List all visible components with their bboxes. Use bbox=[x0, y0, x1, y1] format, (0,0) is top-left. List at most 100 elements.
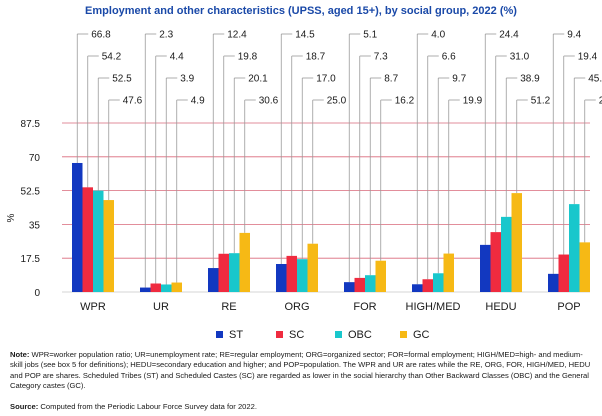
legend-label-st: ST bbox=[229, 329, 243, 341]
data-label: 9.7 bbox=[452, 74, 466, 85]
bar-sc bbox=[558, 254, 569, 292]
data-label: 9.4 bbox=[567, 30, 581, 41]
x-tick-label: ORG bbox=[284, 301, 309, 313]
bar-gc bbox=[511, 193, 522, 292]
bar-obc bbox=[365, 275, 376, 292]
bar-st bbox=[140, 287, 151, 292]
y-tick-label: 87.5 bbox=[21, 119, 41, 130]
data-label: 4.0 bbox=[431, 30, 445, 41]
bar-gc bbox=[103, 200, 114, 292]
data-label: 38.9 bbox=[520, 74, 540, 85]
x-tick-label: POP bbox=[557, 301, 580, 313]
y-tick-label: 0 bbox=[34, 288, 40, 299]
bar-sc bbox=[150, 283, 161, 292]
bar-gc bbox=[171, 282, 182, 292]
bar-sc bbox=[218, 253, 229, 292]
data-label: 4.9 bbox=[191, 96, 205, 107]
data-label: 45.5 bbox=[588, 74, 602, 85]
x-tick-labels: WPR UR RE ORG FOR HIGH/MED HEDU POP bbox=[80, 301, 580, 313]
bar-obc bbox=[569, 204, 580, 292]
data-label: 7.3 bbox=[374, 52, 388, 63]
data-label: 12.4 bbox=[227, 30, 247, 41]
bar-gc bbox=[375, 260, 386, 292]
data-label: 30.6 bbox=[259, 96, 279, 107]
bars bbox=[72, 162, 590, 292]
y-tick-labels: 0 17.5 35 52.5 70 87.5 bbox=[21, 119, 41, 299]
y-tick-label: 70 bbox=[29, 153, 41, 164]
bar-st bbox=[72, 162, 83, 292]
bar-st bbox=[412, 284, 423, 292]
data-label: 51.2 bbox=[531, 96, 551, 107]
x-tick-label: WPR bbox=[80, 301, 106, 313]
bar-sc bbox=[490, 232, 501, 292]
x-tick-label: HIGH/MED bbox=[406, 301, 461, 313]
data-label: 16.2 bbox=[395, 96, 415, 107]
data-label: 8.7 bbox=[384, 74, 398, 85]
note-label: Note: bbox=[10, 350, 30, 359]
y-axis-label: % bbox=[6, 213, 17, 222]
data-label: 54.2 bbox=[102, 52, 122, 63]
bar-st bbox=[208, 268, 219, 292]
bar-sc bbox=[82, 187, 93, 292]
bar-sc bbox=[354, 277, 365, 292]
data-label: 5.1 bbox=[363, 30, 377, 41]
x-tick-label: UR bbox=[153, 301, 169, 313]
data-label: 25.7 bbox=[599, 96, 602, 107]
data-label: 18.7 bbox=[306, 52, 326, 63]
data-label: 14.5 bbox=[295, 30, 315, 41]
data-label: 19.8 bbox=[238, 52, 258, 63]
bar-st bbox=[344, 282, 355, 292]
data-label: 52.5 bbox=[112, 74, 132, 85]
bar-gc bbox=[307, 243, 318, 292]
bar-obc bbox=[433, 273, 444, 292]
bar-obc bbox=[297, 259, 308, 292]
bar-sc bbox=[286, 255, 297, 292]
bar-gc bbox=[239, 232, 250, 292]
y-tick-label: 17.5 bbox=[21, 254, 41, 265]
data-label: 24.4 bbox=[499, 30, 519, 41]
legend: ST SC OBC GC bbox=[216, 329, 430, 341]
bar-st bbox=[480, 244, 491, 292]
chart-note: Note: WPR=worker population ratio; UR=un… bbox=[10, 350, 594, 391]
legend-label-obc: OBC bbox=[348, 329, 372, 341]
data-label: 6.6 bbox=[442, 52, 456, 63]
data-labels: 66.8 54.2 52.5 47.6 2.3 4.4 3.9 4.9 12.4 19.8 20.1… bbox=[91, 30, 602, 107]
source-text: Computed from the Periodic Labour Force … bbox=[40, 402, 257, 411]
bar-sc bbox=[422, 279, 433, 292]
data-label: 3.9 bbox=[180, 74, 194, 85]
data-label: 4.4 bbox=[170, 52, 184, 63]
data-label: 2.3 bbox=[159, 30, 173, 41]
source-label: Source: bbox=[10, 402, 39, 411]
legend-label-sc: SC bbox=[289, 329, 304, 341]
note-text: WPR=worker population ratio; UR=unemploy… bbox=[10, 350, 591, 390]
legend-label-gc: GC bbox=[413, 329, 430, 341]
legend-swatch-obc bbox=[335, 331, 342, 338]
bar-st bbox=[276, 263, 287, 292]
chart-source: Source: Computed from the Periodic Labou… bbox=[10, 402, 594, 411]
data-label: 31.0 bbox=[510, 52, 530, 63]
bar-obc bbox=[501, 216, 512, 292]
legend-swatch-gc bbox=[400, 331, 407, 338]
bar-gc bbox=[579, 242, 590, 292]
x-tick-label: FOR bbox=[353, 301, 376, 313]
bar-gc bbox=[443, 253, 454, 292]
bar-obc bbox=[93, 190, 104, 292]
chart-title: Employment and other characteristics (UP… bbox=[85, 5, 517, 17]
bar-obc bbox=[229, 253, 240, 292]
data-label: 25.0 bbox=[327, 96, 347, 107]
chart: Employment and other characteristics (UP… bbox=[6, 5, 602, 341]
data-label: 17.0 bbox=[316, 74, 336, 85]
bar-st bbox=[548, 273, 559, 292]
data-label: 19.4 bbox=[578, 52, 598, 63]
y-tick-label: 35 bbox=[29, 220, 41, 231]
legend-swatch-st bbox=[216, 331, 223, 338]
legend-swatch-sc bbox=[276, 331, 283, 338]
y-tick-label: 52.5 bbox=[21, 187, 41, 198]
data-label: 47.6 bbox=[123, 96, 143, 107]
data-label: 20.1 bbox=[248, 74, 268, 85]
data-label-leaders bbox=[76, 33, 596, 288]
data-label: 19.9 bbox=[463, 96, 483, 107]
data-label: 66.8 bbox=[91, 30, 111, 41]
x-tick-label: RE bbox=[221, 301, 236, 313]
bar-obc bbox=[161, 284, 172, 292]
